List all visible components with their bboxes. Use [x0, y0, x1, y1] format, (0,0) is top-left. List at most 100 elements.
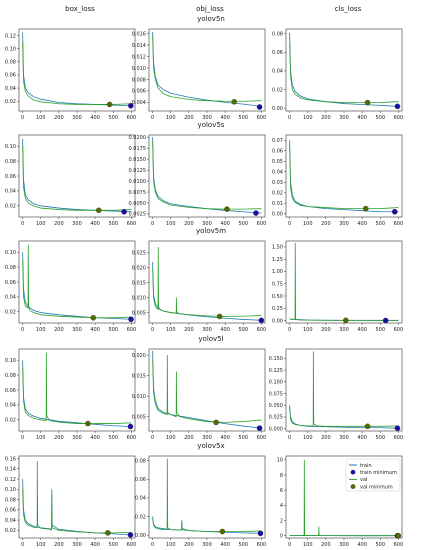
- x-tick-label: 300: [339, 542, 349, 548]
- x-tick-label: 200: [184, 221, 194, 227]
- y-tick-label: 10: [277, 458, 283, 464]
- y-tick-label: 0.00: [272, 212, 283, 218]
- x-tick-label: 200: [54, 542, 64, 548]
- x-tick-label: 0: [21, 542, 24, 548]
- panel-yolov5s-box_loss: 0 100 200 300 400 500 600 0.02 0.04 0.06 0.08 0.10: [5, 134, 136, 227]
- y-tick-label: 0.07: [272, 138, 283, 144]
- panel-yolov5m-cls_loss: 0 100 200 300 400 500 600 0.00 0.25 0.50 0.75 1.00 1…: [272, 240, 403, 333]
- series-train-line: [152, 137, 262, 214]
- y-tick-label: 0.00: [135, 533, 146, 539]
- y-tick-label: 0.50: [272, 294, 283, 300]
- x-tick-label: 300: [339, 221, 349, 227]
- x-tick-label: 600: [257, 221, 267, 227]
- y-tick-label: 0.05: [272, 159, 283, 165]
- y-tick-label: 0.02: [135, 514, 146, 520]
- y-tick-label: 0.0125: [129, 168, 147, 174]
- train-minimum-marker: [394, 103, 401, 110]
- y-tick-label: 0.08: [5, 60, 16, 66]
- y-tick-label: 0.06: [5, 174, 16, 180]
- x-tick-label: 600: [394, 542, 404, 548]
- x-tick-label: 200: [184, 115, 194, 121]
- axes-frame: [18, 455, 136, 539]
- x-tick-label: 100: [36, 435, 46, 441]
- x-tick-label: 300: [202, 115, 212, 121]
- x-tick-label: 500: [238, 115, 248, 121]
- axes-frame: [285, 348, 403, 432]
- axes-frame: [148, 240, 266, 324]
- y-tick-label: 0.06: [135, 477, 146, 483]
- y-tick-label: 0.150: [269, 356, 283, 362]
- y-tick-label: 0.08: [272, 31, 283, 37]
- y-tick-label: 0.0075: [129, 190, 147, 196]
- x-tick-label: 300: [72, 115, 82, 121]
- y-tick-label: 0.06: [272, 149, 283, 155]
- x-tick-label: 400: [90, 542, 100, 548]
- x-tick-label: 600: [127, 542, 137, 548]
- x-tick-label: 200: [184, 327, 194, 333]
- axes-frame: [148, 455, 266, 539]
- x-tick-label: 500: [108, 542, 118, 548]
- x-tick-label: 600: [127, 327, 137, 333]
- y-tick-label: 0.0050: [129, 201, 147, 207]
- y-tick-label: 0.12: [5, 477, 16, 483]
- series-val-line: [289, 242, 399, 321]
- y-tick-label: 0.10: [5, 487, 16, 493]
- train-minimum-marker: [256, 425, 263, 431]
- val-minimum-marker: [224, 206, 230, 212]
- y-tick-label: 1.00: [272, 269, 283, 275]
- x-tick-label: 600: [394, 435, 404, 441]
- val-minimum-marker: [106, 101, 113, 108]
- x-tick-label: 600: [257, 115, 267, 121]
- x-tick-label: 400: [357, 542, 367, 548]
- x-tick-label: 100: [36, 327, 46, 333]
- legend-label: train minimum: [360, 470, 397, 476]
- series-val-line: [289, 351, 399, 427]
- x-tick-label: 500: [375, 435, 385, 441]
- y-tick-label: 0.04: [272, 170, 283, 176]
- x-tick-label: 0: [21, 221, 24, 227]
- x-tick-label: 600: [257, 435, 267, 441]
- y-tick-label: 0.08: [5, 159, 16, 165]
- y-tick-label: 0.00: [272, 106, 283, 112]
- x-tick-label: 500: [238, 435, 248, 441]
- row-title-yolov5n: yolov5n: [197, 15, 225, 23]
- legend-box: [345, 458, 401, 492]
- x-tick-label: 500: [375, 542, 385, 548]
- series-val-line: [152, 246, 262, 317]
- y-tick-label: 0.25: [272, 306, 283, 312]
- y-tick-label: 0.025: [132, 251, 146, 257]
- x-tick-label: 400: [90, 115, 100, 121]
- x-tick-label: 300: [339, 327, 349, 333]
- x-tick-label: 0: [21, 435, 24, 441]
- y-tick-label: 0.04: [5, 518, 16, 524]
- y-tick-label: 0.12: [5, 33, 16, 39]
- x-tick-label: 500: [108, 435, 118, 441]
- y-tick-label: 0.010: [132, 394, 146, 400]
- x-tick-label: 200: [321, 221, 331, 227]
- y-tick-label: 4: [280, 503, 283, 509]
- y-tick-label: 0.08: [5, 497, 16, 503]
- series-val-line: [152, 36, 262, 102]
- x-tick-label: 600: [257, 542, 267, 548]
- y-tick-label: 1.25: [272, 257, 283, 263]
- y-tick-label: 0.0100: [129, 179, 147, 185]
- y-tick-label: 0.06: [5, 73, 16, 79]
- x-tick-label: 500: [238, 327, 248, 333]
- x-tick-label: 100: [166, 542, 176, 548]
- series-val-line: [22, 42, 132, 105]
- y-tick-label: 0.04: [135, 496, 146, 502]
- y-tick-label: 0.02: [5, 310, 16, 316]
- x-tick-label: 100: [166, 115, 176, 121]
- val-minimum-marker: [362, 205, 369, 212]
- x-tick-label: 300: [72, 327, 82, 333]
- y-tick-label: 0.10: [5, 358, 16, 364]
- x-tick-label: 400: [90, 327, 100, 333]
- legend-label: train: [360, 463, 372, 469]
- series-val-line: [152, 355, 262, 423]
- train-minimum-marker: [394, 425, 401, 431]
- y-tick-label: 0.005: [132, 310, 146, 316]
- y-tick-label: 0.010: [132, 295, 146, 301]
- y-tick-label: 0.04: [272, 69, 283, 75]
